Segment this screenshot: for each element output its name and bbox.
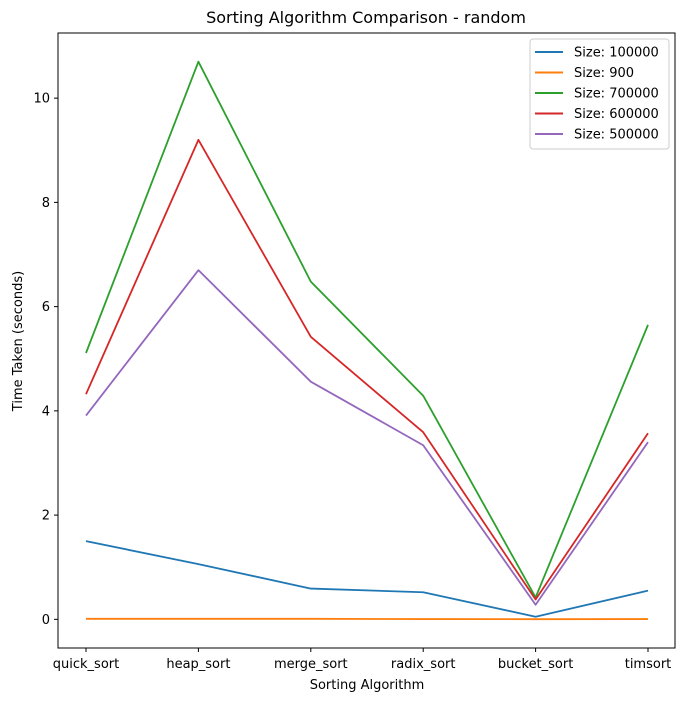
y-tick-label: 6: [42, 300, 50, 315]
series-line: [85, 138, 649, 601]
x-tick-label: radix_sort: [391, 657, 456, 672]
x-tick-label: merge_sort: [274, 657, 348, 672]
x-tick-label: timsort: [625, 657, 672, 672]
x-axis: quick_sort heap_sort merge_sort radix_sort b…: [53, 648, 672, 672]
legend-label: Size: 900: [574, 66, 634, 81]
series-line: [85, 540, 649, 618]
y-tick-label: 2: [42, 509, 50, 524]
y-tick-label: 8: [42, 196, 50, 211]
series-line: [85, 269, 649, 606]
y-axis-title: Time Taken (seconds): [11, 271, 26, 412]
legend: Size: 100000 Size: 900 Size: 700000 Size: 6…: [529, 38, 670, 150]
legend-label: Size: 600000: [574, 107, 659, 122]
x-tick-label: quick_sort: [53, 657, 119, 672]
x-axis-title: Sorting Algorithm: [310, 678, 425, 693]
x-tick-label: bucket_sort: [498, 657, 573, 672]
legend-label: Size: 100000: [574, 46, 659, 61]
x-tick-label: heap_sort: [166, 657, 230, 672]
y-tick-label: 4: [42, 404, 50, 419]
legend-label: Size: 700000: [574, 87, 659, 102]
y-axis: 0 2 4 6 8 10: [33, 92, 58, 628]
y-tick-label: 10: [33, 92, 50, 107]
legend-box: [529, 38, 670, 150]
chart-title: Sorting Algorithm Comparison - random: [206, 8, 526, 27]
series-lines: [85, 60, 649, 621]
series-line: [85, 60, 649, 599]
y-tick-label: 0: [42, 613, 50, 628]
legend-label: Size: 500000: [574, 128, 659, 143]
